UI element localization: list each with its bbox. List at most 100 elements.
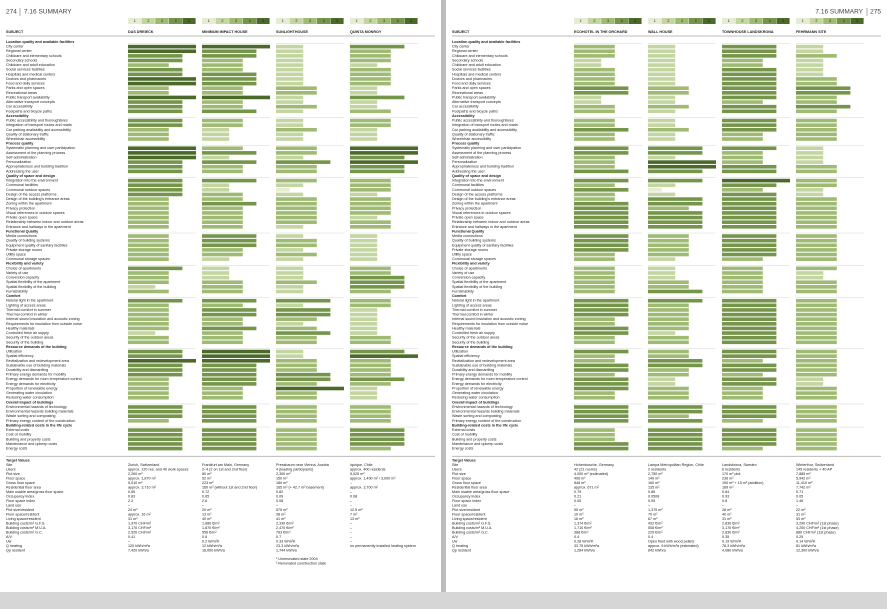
score-bar [276, 81, 304, 86]
score-bar [574, 266, 615, 271]
target-value: 189 m² [722, 486, 734, 490]
section-title: Quality of space and design [6, 174, 56, 178]
subject-label: Design of the access platforms [452, 192, 503, 196]
target-label: Building costs/m² M.U.A. [6, 526, 46, 530]
target-value: – [350, 535, 353, 539]
score-bar [574, 437, 615, 442]
score-bar [648, 335, 689, 340]
score-bar [796, 100, 837, 104]
section-title: Functional Quality [6, 229, 39, 233]
score-bar [128, 220, 169, 224]
score-bar [202, 285, 243, 289]
scale-box [363, 18, 377, 24]
target-value: 2,520 CHF/m² [128, 531, 152, 535]
target-value: 0.0508 [648, 495, 659, 499]
score-bar [350, 91, 378, 95]
score-bar [574, 95, 602, 100]
score-bar [574, 358, 615, 363]
score-bar [276, 405, 317, 409]
target-value: Landskrona, Sweden [722, 463, 757, 467]
score-bar [648, 63, 676, 67]
score-bar [574, 414, 629, 419]
target-label: Plot size/resident [452, 508, 480, 512]
score-bar [796, 123, 837, 127]
subject-label: Generating water circulation [6, 391, 52, 395]
target-label: Uw [6, 540, 12, 544]
score-bar [648, 243, 689, 248]
scale-label: 2 [295, 19, 297, 23]
score-bar [648, 77, 676, 81]
subject-label: Waste sorting and composting [6, 414, 55, 418]
score-bar [796, 220, 837, 224]
score-bar [128, 178, 183, 183]
score-bar [648, 201, 703, 206]
target-value: 2,470 €/m² [276, 526, 294, 530]
score-bar [276, 372, 331, 377]
target-label: Building costs/m² G.C. [452, 531, 489, 535]
target-value: 0.4 [574, 535, 579, 539]
score-bar [276, 146, 317, 151]
score-bar [276, 44, 304, 49]
score-bar [128, 252, 169, 257]
scale-label: 2 [147, 19, 149, 23]
score-bar [648, 382, 676, 386]
target-value: – [350, 522, 353, 526]
score-bar [722, 391, 763, 395]
score-bar [722, 248, 777, 252]
target-value: 160 m² (without 1st and 2nd floor) [202, 486, 257, 490]
project-name: TOWNHOUSE LANDSKRONA [722, 30, 774, 34]
score-bar [128, 160, 183, 164]
target-value: 140 m² [648, 477, 660, 481]
score-bar [202, 206, 243, 211]
scale-box [377, 18, 391, 24]
score-bar [276, 317, 317, 321]
score-bar [128, 368, 183, 372]
target-value: 1,680 €/m² [202, 522, 220, 526]
score-bar [796, 257, 837, 261]
score-bar [128, 91, 169, 95]
score-bar [128, 77, 196, 81]
subject-label: Privacy protection [452, 206, 481, 210]
score-bar [796, 151, 824, 155]
scale-box [749, 18, 763, 24]
target-value: 70 m² [648, 513, 658, 517]
subject-label: Personalization [452, 160, 477, 164]
scale-label: 4 [175, 19, 177, 23]
score-bar [796, 437, 837, 442]
score-bar [128, 257, 169, 261]
score-bar [128, 298, 183, 303]
target-label: Building costs/m² M.U.A. [452, 526, 492, 530]
scale-box [390, 18, 404, 24]
score-bar [202, 72, 257, 77]
target-value: approx. 400 residents [350, 468, 386, 472]
score-bar [796, 428, 837, 432]
subject-label: Addressing the user [452, 169, 486, 173]
subject-label: Healthy materials [452, 326, 481, 330]
target-value: 0.33 W/m²K [276, 540, 296, 544]
score-bar [202, 188, 230, 192]
subject-label: Spatial flexibility of the apartment [452, 280, 506, 284]
score-bar [276, 377, 331, 382]
score-bar [128, 206, 169, 211]
subject-label: Public transport availability [6, 95, 50, 99]
target-value: 5,942 m² [796, 477, 811, 481]
subject-label: Public accessibility and thoroughfares [6, 119, 68, 123]
target-value: 40 m² [202, 517, 212, 521]
scale-box [256, 18, 270, 24]
scale-box [587, 18, 601, 24]
score-bar [350, 308, 378, 312]
score-bar [128, 215, 169, 220]
score-bar [350, 312, 378, 317]
score-bar [796, 192, 824, 197]
score-bar [722, 67, 777, 72]
scale-label: 5 [336, 19, 338, 23]
score-bar [128, 234, 169, 238]
scale-box [289, 18, 303, 24]
score-bar [722, 266, 763, 271]
score-bar [722, 409, 777, 414]
score-bar [648, 54, 676, 58]
score-bar [128, 395, 169, 400]
score-bar [350, 266, 391, 271]
score-bar [796, 395, 837, 400]
score-bar [350, 164, 405, 169]
